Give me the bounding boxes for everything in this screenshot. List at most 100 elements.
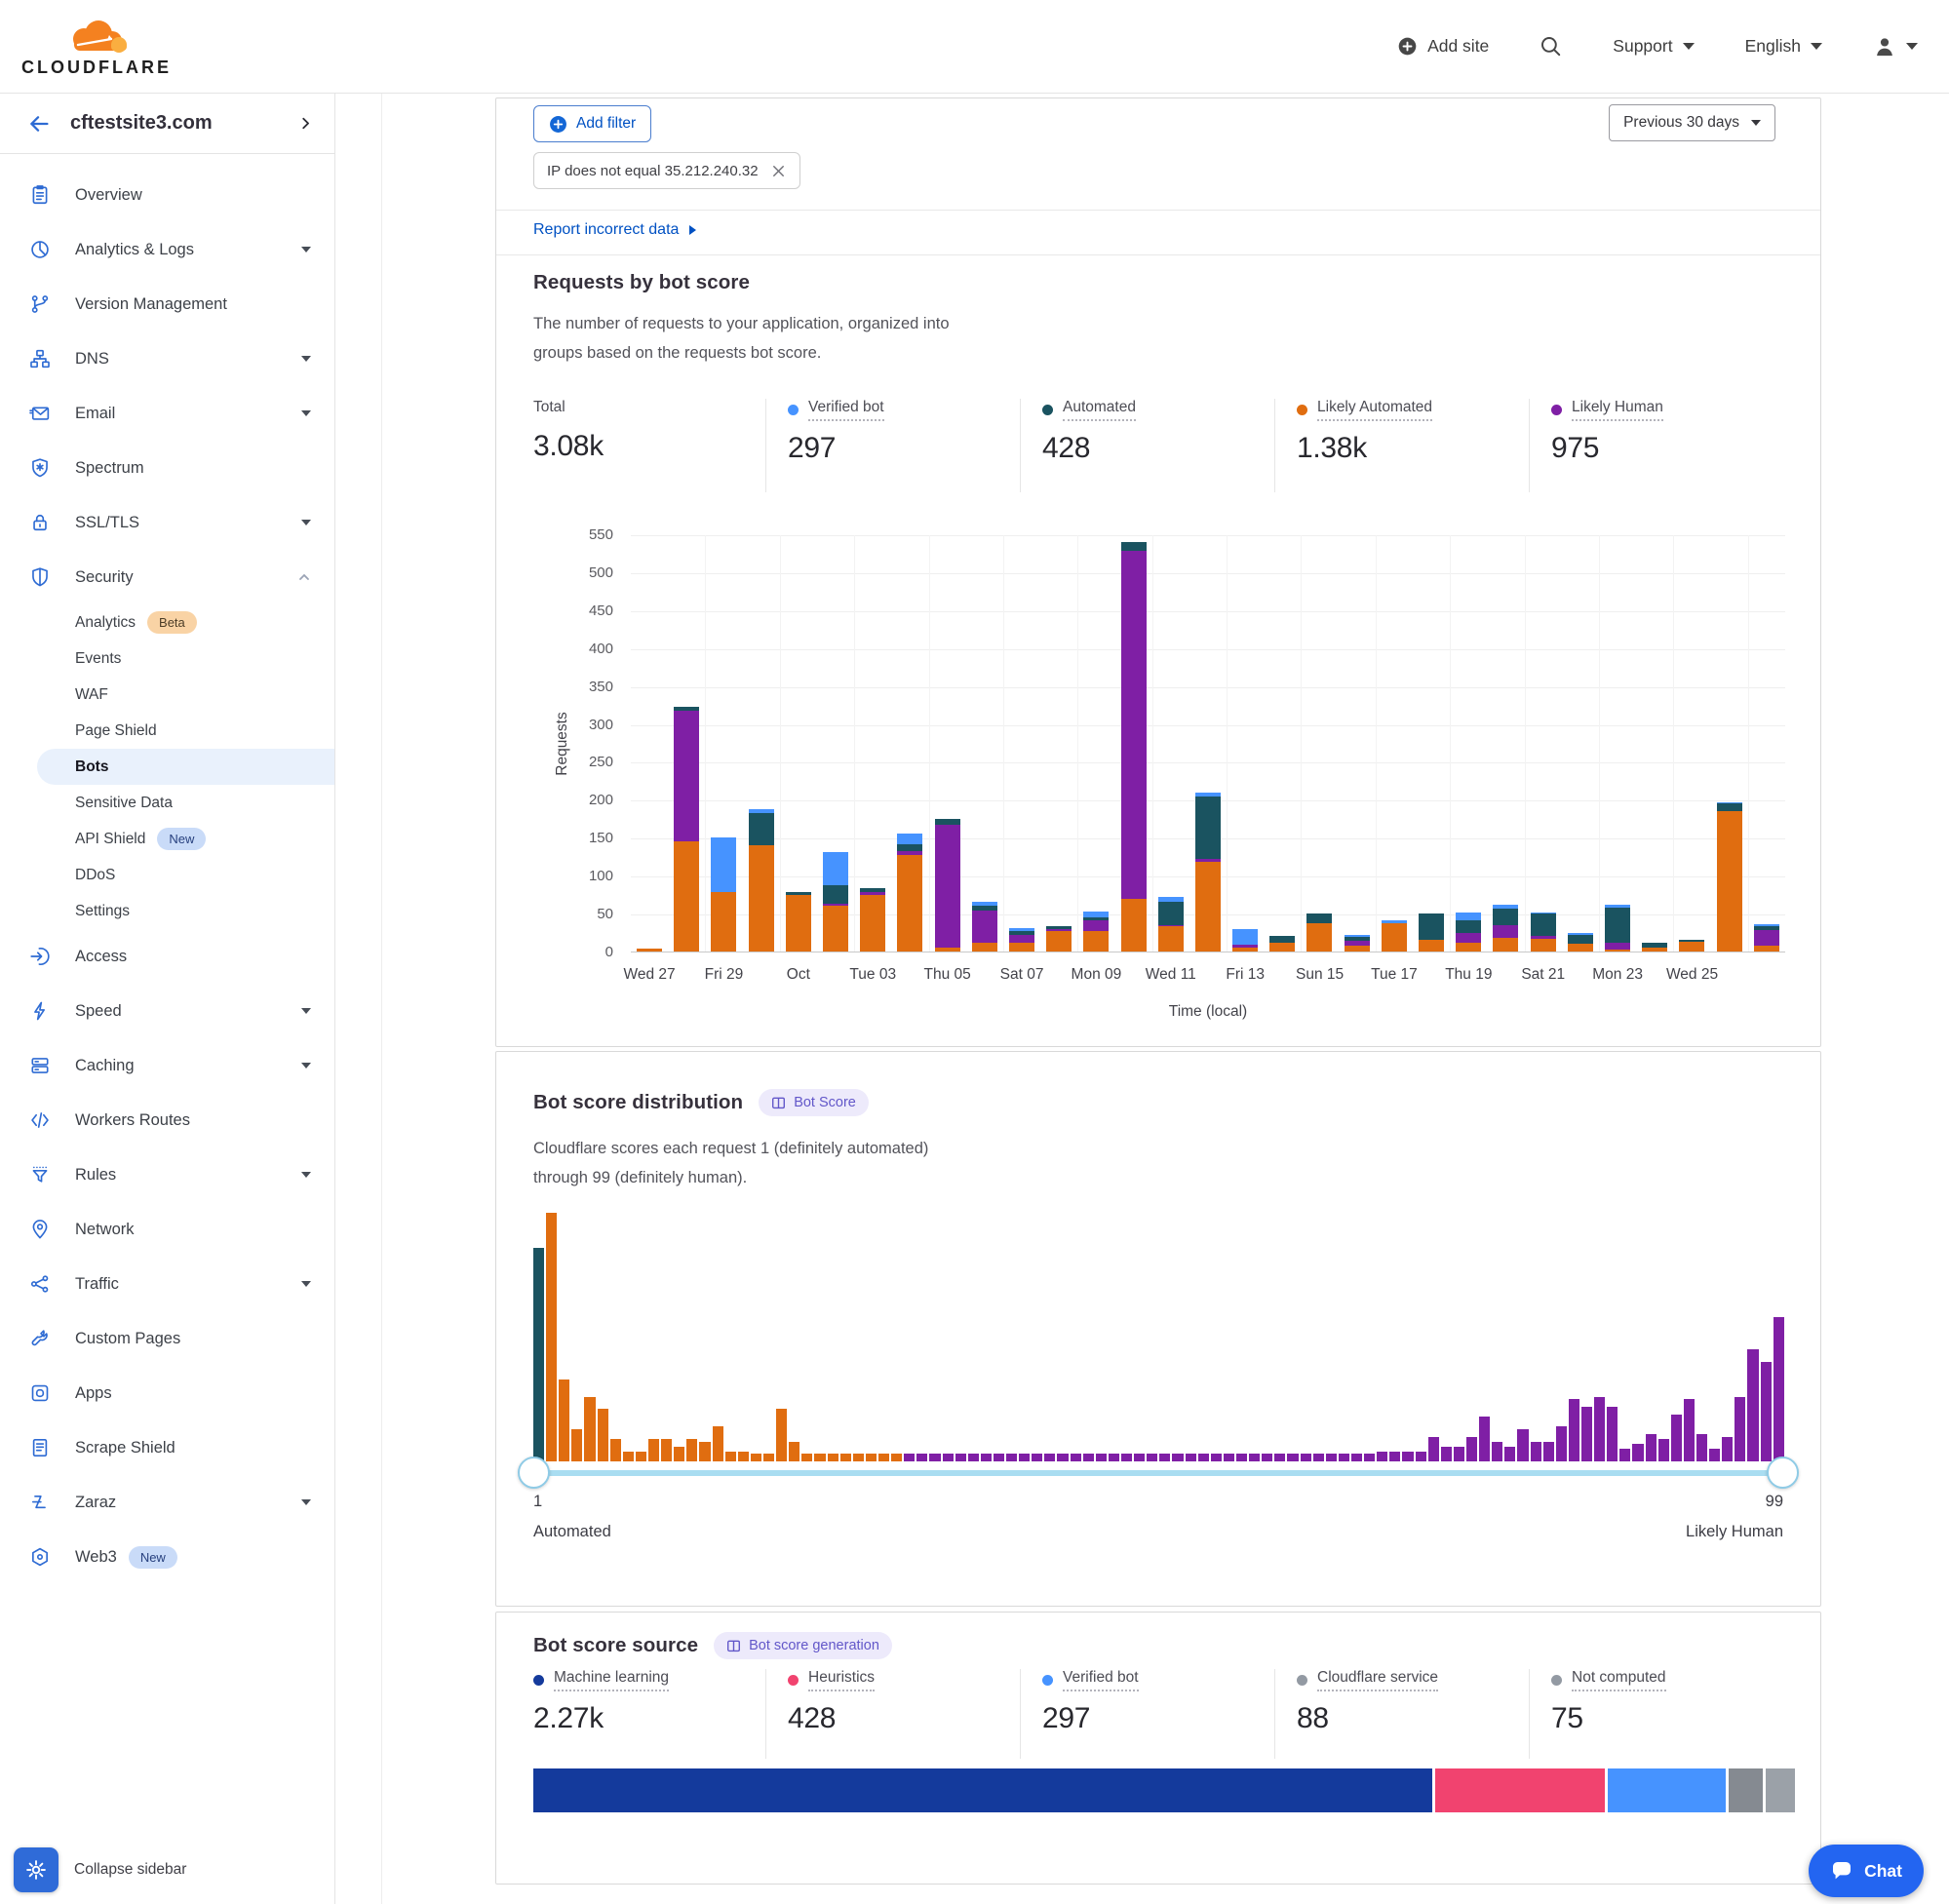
bar-segment-verified-bot xyxy=(1344,934,1370,938)
chart-bar[interactable] xyxy=(1115,534,1152,952)
stat-label[interactable]: Not computed xyxy=(1572,1669,1666,1691)
sidebar-item-workers-routes[interactable]: Workers Routes xyxy=(0,1093,334,1147)
requests-by-bot-score-card: Add filter IP does not equal 35.212.240.… xyxy=(495,97,1821,1047)
histogram-bar xyxy=(584,1396,596,1461)
sidebar-item-dns[interactable]: DNS xyxy=(0,331,334,386)
histogram-bar xyxy=(891,1454,903,1461)
sidebar-item-security[interactable]: Security xyxy=(0,550,334,604)
sidebar-item-waf[interactable]: WAF xyxy=(0,677,334,713)
sidebar-item-ssl-tls[interactable]: SSL/TLS xyxy=(0,495,334,550)
collapse-sidebar-button[interactable]: Collapse sidebar xyxy=(74,1861,187,1878)
chart-bar[interactable] xyxy=(854,534,891,952)
score-slider-track[interactable] xyxy=(533,1470,1783,1476)
sidebar-item-events[interactable]: Events xyxy=(0,641,334,677)
sidebar-item-speed[interactable]: Speed xyxy=(0,984,334,1038)
stat-label[interactable]: Heuristics xyxy=(808,1669,876,1691)
date-range-dropdown[interactable]: Previous 30 days xyxy=(1609,104,1775,141)
stat-label[interactable]: Cloudflare service xyxy=(1317,1669,1439,1691)
chart-bar[interactable] xyxy=(780,534,817,952)
stat-label[interactable]: Verified bot xyxy=(808,399,884,421)
chart-bar[interactable] xyxy=(1339,534,1376,952)
sidebar-item-label: Web3 xyxy=(75,1547,117,1566)
bot-score-generation-badge[interactable]: Bot score generation xyxy=(714,1632,892,1659)
chart-bar[interactable] xyxy=(1152,534,1189,952)
sidebar-item-web3[interactable]: Web3 New xyxy=(0,1530,334,1584)
sidebar-item-ddos[interactable]: DDoS xyxy=(0,857,334,893)
sidebar-item-analytics-logs[interactable]: Analytics & Logs xyxy=(0,222,334,277)
sidebar-item-network[interactable]: Network xyxy=(0,1202,334,1257)
chart-bar[interactable] xyxy=(1413,534,1450,952)
sidebar-item-label: Analytics & Logs xyxy=(75,240,194,258)
sidebar-item-access[interactable]: Access xyxy=(0,929,334,984)
bar-segment-automated xyxy=(1083,917,1110,921)
chart-bar[interactable] xyxy=(1711,534,1748,952)
sidebar-item-sensitive-data[interactable]: Sensitive Data xyxy=(0,785,334,821)
close-icon[interactable] xyxy=(770,163,787,179)
chart-bar[interactable] xyxy=(1301,534,1338,952)
sidebar-item-scrape-shield[interactable]: Scrape Shield xyxy=(0,1420,334,1475)
sidebar-item-caching[interactable]: Caching xyxy=(0,1038,334,1093)
bar-segment-verified-bot xyxy=(1605,904,1631,908)
report-incorrect-data-link[interactable]: Report incorrect data xyxy=(533,221,697,239)
slider-handle-max[interactable] xyxy=(1767,1457,1799,1489)
chart-bar[interactable] xyxy=(1636,534,1673,952)
x-tick-label: Sat 21 xyxy=(1521,966,1566,983)
histogram-bar xyxy=(1492,1441,1503,1461)
chart-bar[interactable] xyxy=(1264,534,1301,952)
add-filter-button[interactable]: Add filter xyxy=(533,105,652,142)
chart-bar[interactable] xyxy=(1189,534,1227,952)
chart-bar[interactable] xyxy=(1376,534,1413,952)
chart-bar[interactable] xyxy=(705,534,742,952)
search-button[interactable] xyxy=(1540,35,1562,58)
chart-bar[interactable] xyxy=(1227,534,1264,952)
sidebar-item-version-management[interactable]: Version Management xyxy=(0,277,334,331)
chart-bar[interactable] xyxy=(1673,534,1710,952)
chart-bar[interactable] xyxy=(668,534,705,952)
account-menu[interactable] xyxy=(1873,35,1918,58)
chart-bar[interactable] xyxy=(631,534,668,952)
add-site-button[interactable]: Add site xyxy=(1397,36,1489,57)
sidebar-item-overview[interactable]: Overview xyxy=(0,168,334,222)
sidebar-item-apps[interactable]: Apps xyxy=(0,1366,334,1420)
bar-segment-likely-automated xyxy=(1008,943,1034,952)
stat-label[interactable]: Machine learning xyxy=(554,1669,670,1691)
chart-bar[interactable] xyxy=(743,534,780,952)
chart-bar[interactable] xyxy=(1748,534,1785,952)
slider-handle-min[interactable] xyxy=(518,1457,550,1489)
stat-label[interactable]: Verified bot xyxy=(1063,1669,1139,1691)
language-menu[interactable]: English xyxy=(1745,36,1822,57)
sidebar-item-rules[interactable]: Rules xyxy=(0,1147,334,1202)
chart-bar[interactable] xyxy=(891,534,928,952)
chart-bar[interactable] xyxy=(1003,534,1040,952)
back-arrow-icon[interactable] xyxy=(27,112,51,136)
search-icon xyxy=(1541,37,1561,57)
chart-bar[interactable] xyxy=(1450,534,1487,952)
chart-bar[interactable] xyxy=(1487,534,1524,952)
chart-bar[interactable] xyxy=(1077,534,1114,952)
chat-button[interactable]: Chat xyxy=(1809,1845,1924,1897)
stat-label[interactable]: Likely Automated xyxy=(1317,399,1433,421)
quick-settings-button[interactable] xyxy=(14,1847,58,1892)
chevron-right-icon[interactable] xyxy=(298,116,313,131)
support-menu[interactable]: Support xyxy=(1613,36,1695,57)
chart-bar[interactable] xyxy=(929,534,966,952)
chart-bar[interactable] xyxy=(1525,534,1562,952)
sidebar-item-custom-pages[interactable]: Custom Pages xyxy=(0,1311,334,1366)
sidebar-item-bots[interactable]: Bots xyxy=(37,749,334,785)
sidebar-item-analytics[interactable]: Analytics Beta xyxy=(0,604,334,641)
bot-score-badge[interactable]: Bot Score xyxy=(759,1089,869,1116)
sidebar-item-page-shield[interactable]: Page Shield xyxy=(0,713,334,749)
chart-bar[interactable] xyxy=(1040,534,1077,952)
chart-bar[interactable] xyxy=(966,534,1003,952)
stat-label[interactable]: Automated xyxy=(1063,399,1136,421)
stat-label[interactable]: Likely Human xyxy=(1572,399,1663,421)
sidebar-item-spectrum[interactable]: Spectrum xyxy=(0,441,334,495)
chart-bar[interactable] xyxy=(1599,534,1636,952)
sidebar-item-zaraz[interactable]: Zaraz xyxy=(0,1475,334,1530)
sidebar-item-api-shield[interactable]: API Shield New xyxy=(0,821,334,857)
chart-bar[interactable] xyxy=(817,534,854,952)
chart-bar[interactable] xyxy=(1562,534,1599,952)
sidebar-item-email[interactable]: Email xyxy=(0,386,334,441)
sidebar-item-traffic[interactable]: Traffic xyxy=(0,1257,334,1311)
sidebar-item-settings[interactable]: Settings xyxy=(0,893,334,929)
